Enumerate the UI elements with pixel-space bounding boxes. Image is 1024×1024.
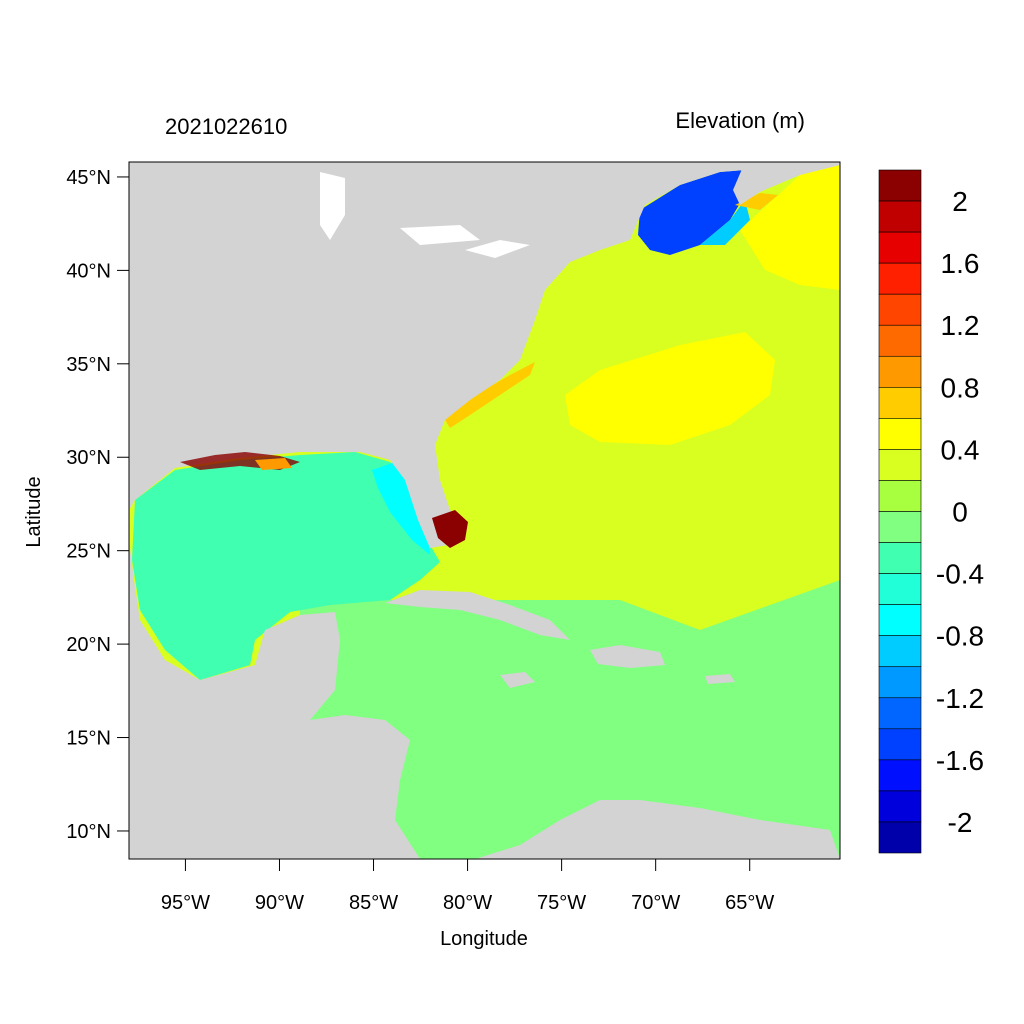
land-mexico-central-america <box>129 540 420 859</box>
colorbar-swatch <box>878 511 922 543</box>
ocean-gulf-of-maine <box>638 170 745 255</box>
y-axis-label: Latitude <box>23 476 45 547</box>
lat-tick-label: 15°N <box>66 728 111 750</box>
lon-tick-label: 85°W <box>349 892 398 914</box>
ocean-maine-edge <box>700 200 750 245</box>
lon-tick-label: 90°W <box>255 892 304 914</box>
colorbar-label: -1.6 <box>936 745 984 776</box>
colorbar-label: 0 <box>952 497 968 528</box>
colorbar-swatch <box>878 231 922 264</box>
colorbar-swatch <box>878 635 922 668</box>
timestamp-label: 2021022610 <box>165 114 287 139</box>
colorbar: 2 1.6 1.2 0.8 0.4 0 -0.4 -0.8 -1.2 -1.6 -2 <box>878 169 984 854</box>
lat-tick-label: 40°N <box>66 260 111 282</box>
colorbar-swatch <box>878 262 922 295</box>
colorbar-swatch <box>878 790 922 823</box>
ocean-sargasso-high <box>565 332 775 445</box>
lat-tick-label: 10°N <box>66 821 111 843</box>
lat-tick-label: 45°N <box>66 167 111 189</box>
lon-tick-label: 95°W <box>161 892 210 914</box>
colorbar-swatch <box>878 759 922 792</box>
land-north-america <box>129 162 745 548</box>
land-jamaica <box>500 672 535 688</box>
colorbar-swatch <box>878 480 922 512</box>
ocean-nova-scotia-shelf <box>735 193 778 210</box>
colorbar-label: 1.2 <box>941 310 980 341</box>
latitude-ticks: 45°N 40°N 35°N 30°N 25°N 20°N 15°N 10°N <box>66 167 129 843</box>
colorbar-label: 1.6 <box>941 248 980 279</box>
lon-tick-label: 75°W <box>537 892 586 914</box>
land-nova-scotia <box>733 162 840 205</box>
ocean-northeast-high <box>740 165 840 290</box>
land-cuba <box>385 590 570 640</box>
colorbar-swatch <box>878 697 922 730</box>
land-south-america <box>475 800 840 859</box>
colorbar-swatch <box>878 449 922 481</box>
ocean-florida-shelf <box>372 462 430 555</box>
colorbar-label: 0.4 <box>941 434 980 465</box>
lat-tick-label: 35°N <box>66 354 111 376</box>
colorbar-swatch <box>878 293 922 326</box>
lon-tick-label: 65°W <box>725 892 774 914</box>
land-puerto-rico <box>705 674 735 684</box>
longitude-ticks: 95°W 90°W 85°W 80°W 75°W 70°W 65°W <box>161 859 774 914</box>
ocean-carolina-coast <box>445 362 535 428</box>
x-axis-label: Longitude <box>440 928 528 950</box>
lon-tick-label: 80°W <box>443 892 492 914</box>
colorbar-swatch <box>878 604 922 636</box>
lat-tick-label: 25°N <box>66 541 111 563</box>
land-great-lakes <box>320 172 530 258</box>
colorbar-label: -0.4 <box>936 559 984 590</box>
ocean-gulf-of-mexico <box>132 452 440 680</box>
colorbar-swatch <box>878 573 922 605</box>
variable-title: Elevation (m) <box>675 108 805 133</box>
lon-tick-label: 70°W <box>631 892 680 914</box>
colorbar-swatch <box>878 169 922 202</box>
colorbar-swatch <box>878 355 922 388</box>
colorbar-swatch <box>878 200 922 233</box>
colorbar-swatch <box>878 666 922 699</box>
lat-tick-label: 20°N <box>66 634 111 656</box>
colorbar-swatch <box>878 387 922 419</box>
land-hispaniola <box>590 645 665 668</box>
colorbar-swatch <box>878 728 922 761</box>
surge-south-florida <box>432 510 468 548</box>
lat-tick-label: 30°N <box>66 447 111 469</box>
colorbar-label: 0.8 <box>941 372 980 403</box>
colorbar-swatch <box>878 542 922 574</box>
plot-frame <box>128 161 841 860</box>
colorbar-swatch <box>878 418 922 450</box>
map-area <box>129 162 840 859</box>
surge-louisiana-inner <box>255 458 292 470</box>
colorbar-label: -2 <box>948 807 973 838</box>
colorbar-label: -1.2 <box>936 683 984 714</box>
colorbar-label: -0.8 <box>936 621 984 652</box>
colorbar-label: 2 <box>952 186 968 217</box>
colorbar-swatch <box>878 821 922 854</box>
colorbar-swatch <box>878 324 922 357</box>
